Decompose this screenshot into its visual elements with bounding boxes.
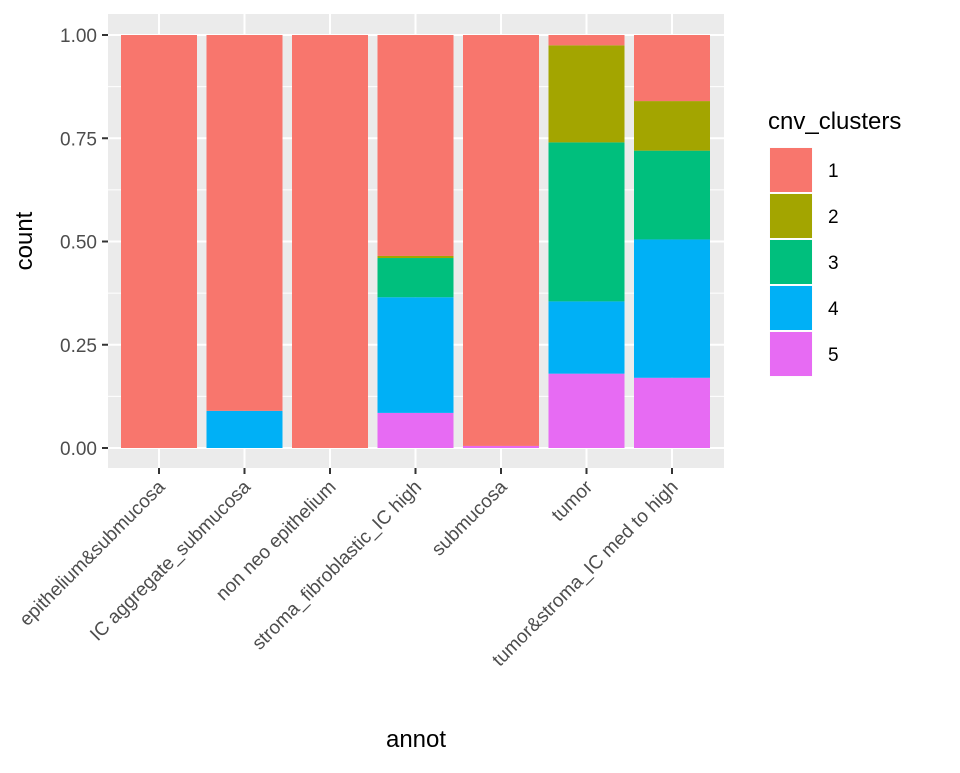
legend-swatch-4 bbox=[770, 286, 812, 330]
legend-swatch-1 bbox=[770, 148, 812, 192]
legend-label: 3 bbox=[828, 253, 839, 274]
bar-segment-3 bbox=[377, 258, 454, 298]
bar-segment-5 bbox=[548, 373, 625, 448]
x-tick-label: IC aggregate_submucosa bbox=[86, 476, 255, 645]
x-tick-label: epithelium&submucosa bbox=[16, 476, 170, 630]
legend-title: cnv_clusters bbox=[768, 108, 901, 135]
bar-segment-5 bbox=[377, 412, 454, 448]
bar-segment-3 bbox=[634, 150, 710, 240]
bar-segment-1 bbox=[377, 35, 454, 256]
bar-segment-2 bbox=[377, 255, 454, 259]
bar-segment-5 bbox=[463, 445, 539, 448]
bar-segment-3 bbox=[548, 142, 625, 302]
x-tick-label: submucosa bbox=[428, 476, 512, 560]
x-tick-label: tumor bbox=[548, 476, 598, 526]
legend-label: 5 bbox=[828, 345, 839, 366]
legend-swatch-2 bbox=[770, 194, 812, 238]
legend-swatch-5 bbox=[770, 332, 812, 376]
bar-segment-1 bbox=[548, 35, 625, 46]
y-tick-label: 0.75 bbox=[60, 129, 97, 150]
legend-label: 2 bbox=[828, 207, 839, 228]
x-tick-label: tumor&stroma_IC med to high bbox=[488, 477, 682, 671]
y-tick-label: 0.50 bbox=[60, 233, 97, 254]
x-tick-label: stroma_fibroblastic_IC high bbox=[248, 477, 426, 655]
bar-segment-1 bbox=[634, 35, 710, 102]
y-tick-label: 0.00 bbox=[60, 439, 97, 460]
bar-segment-5 bbox=[634, 377, 710, 448]
bar-segment-1 bbox=[206, 35, 283, 411]
bar-segment-1 bbox=[463, 35, 539, 446]
bar-segment-2 bbox=[634, 101, 710, 151]
bar-segment-4 bbox=[206, 410, 283, 448]
legend: cnv_clusters 1 2 3 4 5 bbox=[768, 108, 901, 378]
legend-label: 1 bbox=[828, 161, 839, 182]
x-axis-title: annot bbox=[386, 726, 446, 753]
bar-segment-1 bbox=[292, 35, 368, 448]
legend-swatch-3 bbox=[770, 240, 812, 284]
bar-segment-4 bbox=[548, 301, 625, 374]
bar-segment-4 bbox=[377, 297, 454, 413]
bar-segment-1 bbox=[121, 35, 197, 448]
legend-label: 4 bbox=[828, 299, 839, 320]
bar-segment-4 bbox=[634, 239, 710, 378]
y-axis: 0.00 0.25 0.50 0.75 1.00 bbox=[60, 26, 108, 460]
y-axis-title: count bbox=[11, 211, 38, 270]
bar-segment-2 bbox=[548, 45, 625, 143]
y-tick-label: 1.00 bbox=[60, 26, 97, 47]
bars bbox=[121, 35, 710, 448]
y-tick-label: 0.25 bbox=[60, 336, 97, 357]
